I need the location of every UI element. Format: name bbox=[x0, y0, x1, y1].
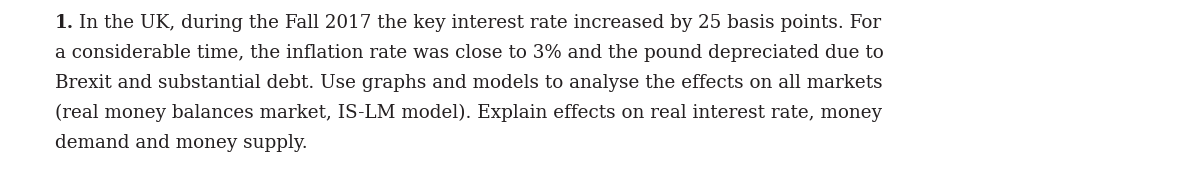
Text: In the UK, during the Fall 2017 the key interest rate increased by 25 basis poin: In the UK, during the Fall 2017 the key … bbox=[73, 14, 881, 33]
Text: a considerable time, the inflation rate was close to 3% and the pound depreciate: a considerable time, the inflation rate … bbox=[55, 45, 883, 62]
Text: Brexit and substantial debt. Use graphs and models to analyse the effects on all: Brexit and substantial debt. Use graphs … bbox=[55, 74, 883, 93]
Text: (real money balances market, IS-LM model). Explain effects on real interest rate: (real money balances market, IS-LM model… bbox=[55, 104, 882, 122]
Text: 1.: 1. bbox=[55, 14, 74, 33]
Text: demand and money supply.: demand and money supply. bbox=[55, 134, 307, 152]
